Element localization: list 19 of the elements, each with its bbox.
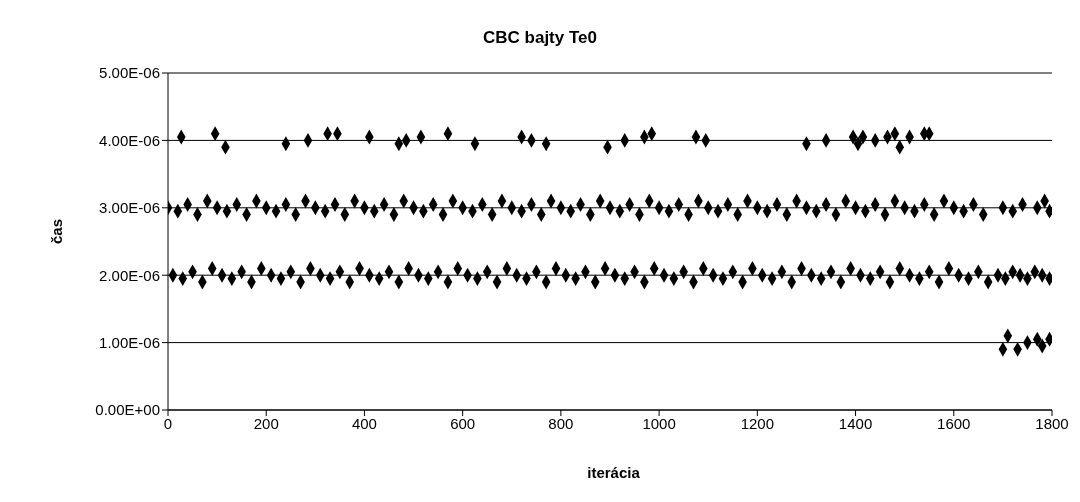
chart-title: CBC bajty Te0 <box>482 28 598 48</box>
x-tick-label: 1800 <box>1035 414 1069 432</box>
y-tick-label: 4.00E-06 <box>99 131 160 149</box>
x-tick-label: 200 <box>253 414 279 432</box>
x-tick-label: 1600 <box>937 414 971 432</box>
y-tick-label: 3.00E-06 <box>99 199 160 217</box>
x-tick-label: 800 <box>548 414 574 432</box>
y-tick-label: 0.00E+00 <box>95 401 160 419</box>
x-tick-label: 1200 <box>740 414 775 432</box>
x-axis-title: iterácia <box>586 464 641 481</box>
y-axis-title: čas <box>48 218 66 245</box>
y-tick-label: 2.00E-06 <box>99 266 160 284</box>
x-tick-label: 0 <box>163 414 173 432</box>
x-tick-label: 1400 <box>838 414 873 432</box>
x-tick-label: 600 <box>450 414 476 432</box>
x-tick-label: 1000 <box>642 414 676 432</box>
x-tick-label: 400 <box>351 414 377 432</box>
y-tick-label: 5.00E-06 <box>99 64 160 82</box>
y-tick-label: 1.00E-06 <box>99 333 160 351</box>
